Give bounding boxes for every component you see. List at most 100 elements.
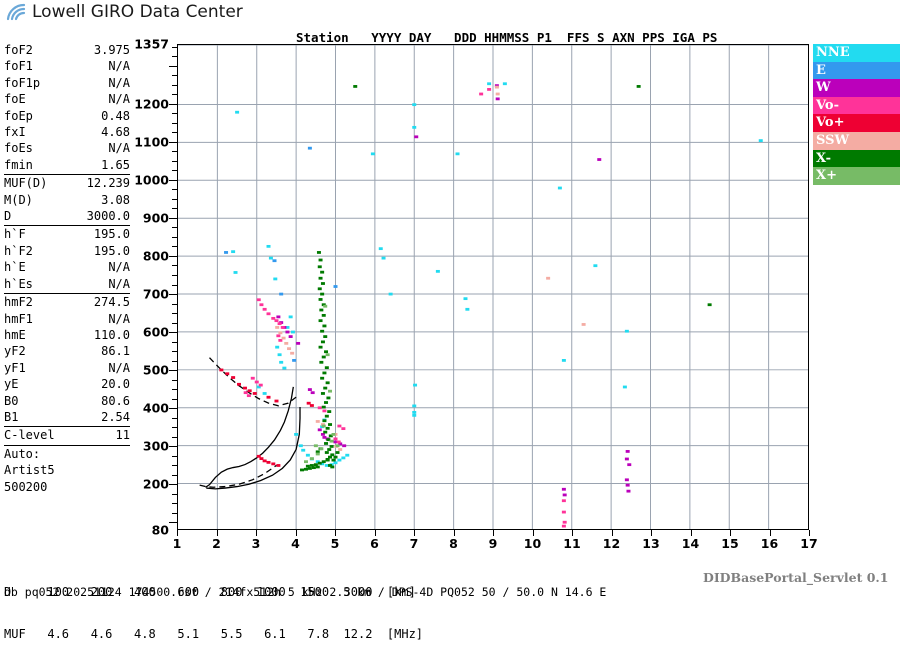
echo-point [256, 454, 261, 458]
param-row: foF1 N/A [4, 58, 130, 74]
param-key: B0 [4, 393, 19, 408]
echo-point [324, 414, 329, 418]
y-axis-tick [169, 446, 178, 448]
echo-point [330, 465, 335, 469]
echo-point [479, 92, 484, 96]
y-axis-tick [172, 84, 178, 86]
y-axis-tick [172, 151, 178, 153]
param-row: hmF2 274.5 [4, 294, 130, 310]
echo-point [413, 383, 418, 387]
echo-point [276, 315, 281, 319]
y-axis-tick [172, 389, 178, 391]
x-axis-tick [177, 530, 178, 536]
echo-point [271, 462, 276, 466]
param-value: 4.68 [101, 125, 130, 140]
polarization-legend[interactable]: NNE E W Vo- Vo+ SSW X- X+ [813, 44, 900, 185]
param-value: 3.08 [101, 192, 130, 207]
legend-item-Vo[interactable]: Vo- [813, 96, 900, 115]
y-axis-tick [172, 170, 178, 172]
echo-point [313, 444, 318, 448]
param-key: MUF(D) [4, 176, 48, 191]
echo-point [319, 308, 324, 312]
y-axis-tick [169, 179, 178, 181]
echo-point [275, 345, 280, 349]
echo-point [225, 372, 230, 376]
y-axis-tick [172, 455, 178, 457]
auto-line: Auto: [4, 446, 41, 461]
param-key: B1 [4, 409, 19, 424]
muf-distance-scale: D 100 200 400 600 800 1000 1500 3000 [km… [4, 557, 423, 655]
echo-point [258, 383, 263, 387]
param-key: foEp [4, 108, 33, 123]
echo-point [285, 330, 290, 334]
legend-item-SSW[interactable]: SSW [813, 131, 900, 150]
echo-point [320, 462, 325, 466]
autoscaled-traces [199, 357, 301, 490]
param-key: D [4, 209, 12, 224]
param-row: yF2 86.1 [4, 343, 130, 359]
param-key: hmE [4, 327, 26, 342]
parameter-panel: foF2 3.975 foF1 N/A foF1p N/A foE N/A foEp 0.… [4, 42, 130, 496]
x-axis-tick [532, 530, 534, 536]
legend-item-E[interactable]: E [813, 61, 900, 80]
param-row: B1 2.54 [4, 409, 130, 425]
echo-point [247, 389, 252, 393]
y-axis-tick [169, 408, 178, 410]
echo-point [277, 322, 282, 326]
param-row: fxI 4.68 [4, 124, 130, 140]
echo-point [322, 435, 327, 439]
y-axis-tick [172, 198, 178, 200]
param-key: foE [4, 92, 26, 107]
y-axis-tick [172, 379, 178, 381]
ionogram-plot[interactable] [177, 44, 809, 530]
echo-point [624, 457, 629, 461]
echo-point [318, 276, 323, 280]
y-axis-tick [169, 217, 178, 219]
echo-point [388, 292, 393, 296]
echo-point [622, 385, 627, 389]
y-axis-tick [172, 417, 178, 419]
echo-point [285, 326, 290, 329]
param-key: h`F [4, 227, 26, 242]
brand-header: Lowell GIRO Data Center [6, 3, 243, 21]
echo-point [328, 423, 333, 426]
echo-point [412, 410, 417, 414]
param-value: 195.0 [93, 227, 130, 242]
y-axis-tick [172, 341, 178, 343]
y-tick-label: 1100 [134, 134, 169, 150]
param-group-frequencies: foF2 3.975 foF1 N/A foF1p N/A foE N/A foEp 0.… [4, 42, 130, 176]
y-axis-tick [172, 360, 178, 362]
y-axis-tick [172, 474, 178, 476]
echo-point [323, 304, 328, 308]
legend-item-Vo[interactable]: Vo+ [813, 114, 900, 132]
x-tick-label: 15 [721, 536, 739, 551]
legend-item-W[interactable]: W [813, 79, 900, 97]
param-key: hmF2 [4, 295, 33, 310]
param-key: foF1 [4, 59, 33, 74]
legend-item-NNE[interactable]: NNE [813, 44, 900, 62]
echo-point [353, 85, 358, 88]
echo-point [378, 247, 383, 251]
echo-point [305, 453, 310, 457]
series-SSW [275, 85, 586, 451]
param-value: N/A [108, 360, 130, 375]
echo-point [325, 353, 330, 357]
y-axis-tick [172, 56, 178, 58]
echo-point [495, 97, 500, 101]
echo-point [626, 489, 631, 493]
y-axis-tick [172, 227, 178, 229]
echo-point [309, 464, 314, 467]
y-axis-tick [172, 189, 178, 191]
echo-point [327, 410, 332, 413]
y-axis-tick [172, 284, 178, 286]
y-axis-tick [169, 255, 178, 257]
legend-item-X[interactable]: X+ [813, 167, 900, 185]
echo-point [561, 359, 566, 362]
param-value: N/A [108, 92, 130, 107]
echo-point [320, 340, 325, 344]
y-axis-tick [172, 236, 178, 238]
param-value: N/A [108, 59, 130, 74]
legend-item-X[interactable]: X- [813, 149, 900, 168]
echo-point [624, 329, 629, 333]
param-group-auto: Auto: Artist5 500200 [4, 446, 130, 496]
